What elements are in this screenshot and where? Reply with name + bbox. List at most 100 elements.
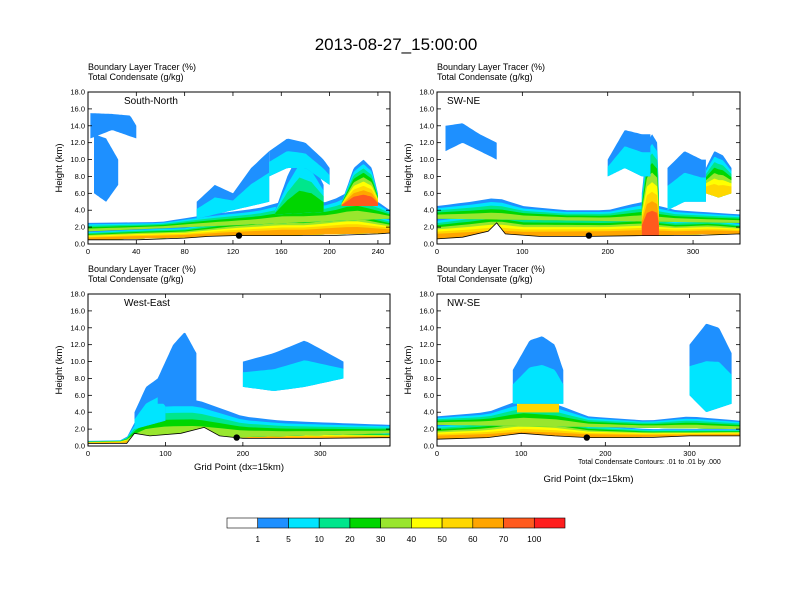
x-tick-label: 0 [86,247,90,256]
x-tick-label: 200 [237,449,250,458]
panel-field [88,113,390,244]
panel-west-east: Boundary Layer Tracer (%)Total Condensat… [54,264,391,473]
colorbar-swatch [503,517,535,529]
y-tick-label: 4.0 [75,408,85,417]
colorbar-label: 20 [345,534,355,544]
field-band [437,417,740,430]
colorbar-label: 10 [314,534,324,544]
field-band [607,146,651,177]
y-tick-label: 10.0 [419,357,434,366]
x-tick-label: 300 [314,449,327,458]
field-band [88,205,390,232]
y-tick-label: 14.0 [419,121,434,130]
field-band [705,184,732,198]
y-tick-label: 18.0 [419,88,434,97]
terrain [437,222,740,244]
plot-frame [436,293,741,447]
field-band [445,123,497,160]
field-band [269,151,330,185]
panel-sw-ne: Boundary Layer Tracer (%)Total Condensat… [403,62,741,256]
x-tick-label: 200 [599,449,612,458]
y-axis-label: Height (km) [403,143,414,192]
colorbar-label: 1 [255,534,260,544]
colorbar-label: 5 [286,534,291,544]
x-tick-label: 80 [180,247,188,256]
y-tick-label: 2.0 [424,425,434,434]
panel-label: NW-SE [447,298,480,309]
panel-header-tracer: Boundary Layer Tracer (%) [437,62,545,72]
x-axis-label: Grid Point (dx=15km) [543,474,633,485]
field-band [667,172,706,211]
y-tick-label: 4.0 [424,206,434,215]
field-band [512,365,564,404]
colorbar-label: 30 [376,534,386,544]
x-tick-label: 100 [515,449,528,458]
x-tick-label: 120 [227,247,240,256]
panel-south-north: Boundary Layer Tracer (%)Total Condensat… [54,62,391,256]
y-tick-label: 2.0 [424,223,434,232]
y-tick-label: 12.0 [419,340,434,349]
colorbar-swatch [441,517,474,529]
plot-frame [87,91,391,245]
x-tick-label: 200 [601,247,614,256]
colorbar-swatch [257,517,289,529]
plot-frame [436,91,741,245]
colorbar-swatch [288,517,320,529]
y-tick-label: 8.0 [424,172,434,181]
field-band [88,196,390,232]
panel-header-tracer: Boundary Layer Tracer (%) [437,264,545,274]
y-tick-label: 12.0 [70,138,85,147]
panel-label: SW-NE [447,96,480,107]
y-axis-label: Height (km) [403,345,414,394]
panel-label: West-East [124,298,170,309]
colorbar-swatch [349,517,381,529]
field-band [275,190,324,215]
field-band [437,212,740,223]
y-tick-label: 8.0 [75,172,85,181]
panel-label: South-North [124,96,178,107]
y-axis-label: Height (km) [54,143,65,192]
y-tick-label: 8.0 [75,374,85,383]
y-tick-label: 2.0 [75,223,85,232]
x-tick-label: 300 [683,449,696,458]
x-tick-label: 0 [435,449,439,458]
field-band [242,360,344,391]
location-marker [583,434,591,441]
colorbar-swatch [318,517,351,529]
x-tick-label: 160 [275,247,288,256]
y-tick-label: 18.0 [419,290,434,299]
colorbar-swatch [411,517,443,529]
panel-header-condensate: Total Condensate (g/kg) [437,274,533,284]
y-tick-label: 10.0 [419,155,434,164]
panel-header-condensate: Total Condensate (g/kg) [437,72,533,82]
y-tick-label: 14.0 [70,323,85,332]
y-tick-label: 18.0 [70,88,85,97]
panel-nw-se: Boundary Layer Tracer (%)Total Condensat… [403,264,741,485]
colorbar-swatch [226,517,259,529]
y-tick-label: 14.0 [70,121,85,130]
field-band [94,134,119,202]
y-tick-label: 12.0 [419,138,434,147]
y-tick-label: 12.0 [70,340,85,349]
field-band [157,332,197,404]
y-tick-label: 4.0 [75,206,85,215]
colorbar-label: 50 [437,534,447,544]
y-tick-label: 0.0 [75,442,85,451]
x-tick-label: 300 [687,247,700,256]
colorbar-legend: 1 5 10 20 30 40 50 60 70 100 [226,517,566,544]
field-band [88,201,390,232]
colorbar-label: 70 [499,534,509,544]
contour-footnote: Total Condensate Contours: .01 to .01 by… [578,459,721,466]
y-tick-label: 2.0 [75,425,85,434]
x-tick-label: 240 [372,247,385,256]
y-tick-label: 6.0 [75,391,85,400]
x-tick-label: 100 [516,247,529,256]
y-tick-label: 10.0 [70,155,85,164]
y-tick-label: 6.0 [424,391,434,400]
panel-field [437,123,740,244]
colorbar-label: 100 [527,534,541,544]
terrain [88,426,390,446]
panel-header-tracer: Boundary Layer Tracer (%) [88,62,196,72]
location-marker [233,434,240,441]
